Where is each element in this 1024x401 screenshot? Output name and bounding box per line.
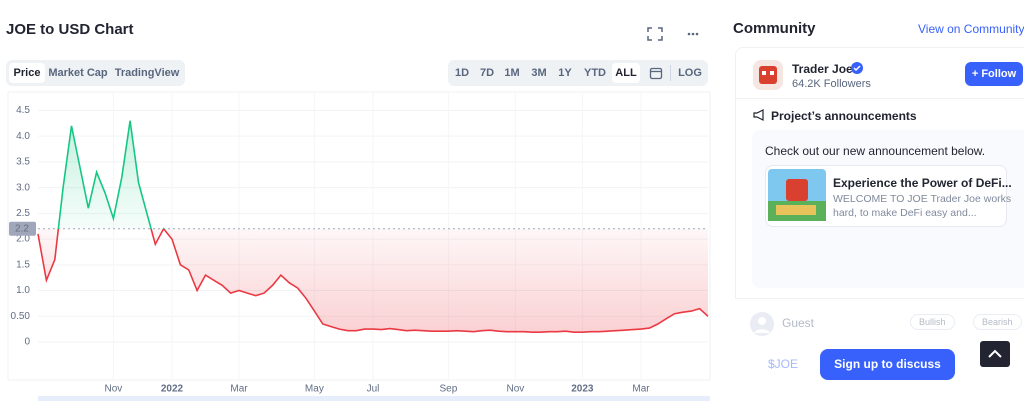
price-area (38, 120, 708, 333)
range[interactable]: 3M (531, 67, 547, 79)
community-link[interactable]: View on Community (918, 22, 1024, 36)
tab[interactable]: TradingView (114, 67, 180, 79)
range[interactable]: 1D (454, 67, 470, 79)
announcements-title: Project’s announcements (771, 109, 917, 123)
x-tick-label: 2023 (571, 384, 594, 395)
x-tick-label: Jul (367, 384, 380, 395)
divider (736, 98, 1024, 99)
guest-avatar (750, 312, 774, 336)
y-tick-label: 1.5 (16, 259, 30, 270)
scroll-top-button[interactable] (980, 341, 1010, 367)
y-tick-label: 3.0 (16, 182, 30, 193)
range-group: 1D 7D 1M 3M 1Y YTD ALL LOG (448, 60, 708, 86)
y-tick-label: 0 (24, 337, 30, 348)
navigator[interactable] (38, 396, 710, 401)
followers: 64.2K Followers (792, 78, 871, 90)
announcement-image (768, 169, 826, 221)
y-tick-label: 2.5 (16, 208, 30, 219)
range[interactable]: 1Y (558, 67, 572, 79)
y-tick-label: 3.5 (16, 157, 30, 168)
account-name[interactable]: Trader Joe (792, 62, 853, 76)
range[interactable]: ALL (612, 63, 640, 83)
x-tick-label: Mar (230, 384, 248, 395)
x-tick-label: Sep (439, 384, 457, 395)
calendar-icon[interactable] (649, 66, 663, 80)
x-tick-label: 2022 (161, 384, 184, 395)
megaphone-icon (753, 109, 764, 121)
divider (670, 65, 671, 81)
x-tick-label: Mar (632, 384, 650, 395)
price-line (37, 120, 709, 333)
x-tick-label: May (305, 384, 324, 395)
tab[interactable]: Price (9, 63, 45, 83)
price-chart: 0 0.50 1.0 1.5 2.0 2.5 3.0 3.5 4.0 4.5 Nov 2022 Mar M… (7, 91, 711, 401)
plot-frame (7, 91, 711, 381)
ticker: $JOE (768, 357, 799, 371)
y-tick-label: 1.0 (16, 285, 30, 296)
baseline-label: 2.2 (15, 223, 29, 234)
y-tick-label: 2.0 (16, 234, 30, 245)
verified-icon (851, 62, 863, 74)
follow-button[interactable]: + Follow (965, 62, 1023, 86)
discussion-preview: Guest Bullish Bearish $JOE (735, 297, 1024, 401)
chart-title: JOE to USD Chart (6, 21, 134, 38)
tab-group: Price Market Cap TradingView (6, 60, 185, 86)
range[interactable]: 1M (504, 67, 520, 79)
avatar (753, 60, 783, 90)
baseline-badge (9, 221, 36, 236)
y-tick-label: 4.5 (16, 105, 30, 116)
y-tick-label: 4.0 (16, 131, 30, 142)
bearish-tag[interactable]: Bearish (973, 314, 1022, 330)
y-tick-label: 0.50 (11, 311, 31, 322)
signup-button[interactable]: Sign up to discuss (820, 349, 955, 380)
x-tick-label: Nov (506, 384, 524, 395)
announcement-card-text: hard, to make DeFi easy and... (833, 207, 977, 219)
community-card (735, 47, 1024, 299)
announcement-card-text: WELCOME TO JOE Trader Joe works (833, 193, 1012, 205)
tab[interactable]: Market Cap (48, 67, 108, 79)
guest-label: Guest (782, 316, 815, 330)
bullish-tag[interactable]: Bullish (910, 314, 955, 330)
community-title: Community (733, 20, 816, 37)
range[interactable]: YTD (584, 67, 606, 79)
announcement-card-title: Experience the Power of DeFi... (833, 176, 1012, 190)
x-tick-label: Nov (104, 384, 122, 395)
toolbar-icons[interactable] (645, 26, 705, 42)
range[interactable]: 7D (479, 67, 495, 79)
log-toggle[interactable]: LOG (678, 67, 702, 79)
announcement-intro: Check out our new announcement below. (765, 144, 986, 158)
